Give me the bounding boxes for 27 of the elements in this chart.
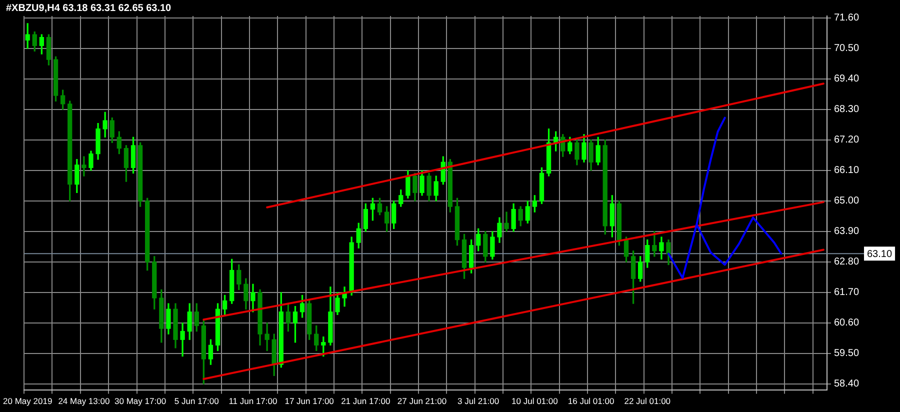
- x-tick-label: 16 Jul 01:00: [568, 396, 614, 406]
- x-tick-label: 10 Jul 01:00: [512, 396, 558, 406]
- x-tick-label: 30 May 17:00: [114, 396, 166, 406]
- x-tick-label: 24 May 13:00: [58, 396, 110, 406]
- x-tick-label: 21 Jun 17:00: [341, 396, 391, 406]
- y-tick-label: 61.70: [834, 287, 860, 298]
- y-tick-label: 67.20: [834, 134, 860, 146]
- ref-line-label: 63.10: [867, 248, 892, 260]
- x-tick-label: 20 May 2019: [3, 396, 52, 406]
- y-tick-label: 71.60: [834, 12, 860, 24]
- y-tick-label: 59.50: [834, 348, 860, 360]
- y-tick-label: 65.00: [834, 196, 860, 207]
- y-tick-label: 69.40: [834, 74, 860, 85]
- x-tick-label: 27 Jun 21:00: [397, 396, 447, 406]
- x-tick-label: 22 Jul 01:00: [624, 396, 671, 406]
- y-tick-label: 63.90: [834, 226, 860, 238]
- y-tick-label: 66.10: [834, 165, 860, 176]
- y-tick-label: 70.50: [834, 43, 860, 54]
- x-tick-label: 11 Jun 17:00: [228, 396, 278, 406]
- y-tick-label: 68.30: [834, 104, 860, 116]
- y-tick-label: 62.80: [834, 256, 860, 268]
- y-tick-label: 60.60: [834, 318, 860, 329]
- x-tick-label: 5 Jun 17:00: [174, 396, 220, 406]
- x-tick-label: 17 Jun 17:00: [284, 396, 334, 406]
- chart-title: #XBZU9,H4 63.18 63.31 62.65 63.10: [6, 2, 172, 14]
- x-tick-label: 3 Jul 21:00: [458, 396, 500, 406]
- y-tick-label: 58.40: [834, 378, 860, 390]
